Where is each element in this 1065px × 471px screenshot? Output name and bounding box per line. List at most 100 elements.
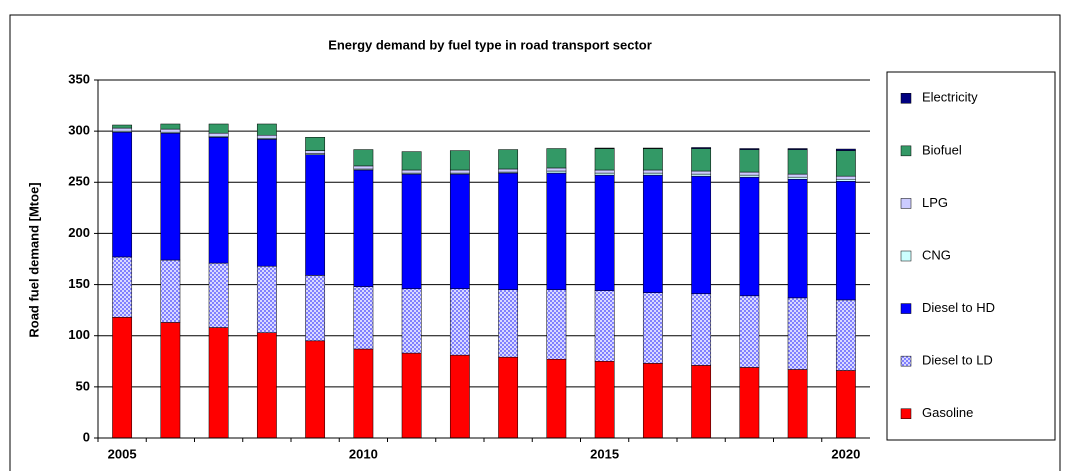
bar-segment [546,170,567,174]
bar-segment [160,322,181,439]
bar-segment [594,172,615,176]
bar-segment [305,154,326,276]
legend-swatch [900,198,912,209]
bar-segment [305,340,326,439]
y-tick-label: 50 [76,378,90,393]
bar-segment [498,149,519,170]
legend-label: CNG [922,247,951,262]
y-axis-title: Road fuel demand [Mtoe] [26,182,41,337]
y-tick-label: 100 [68,327,90,342]
bar-segment [739,367,760,439]
bar-segment [256,265,277,333]
bar-segment [835,370,856,439]
bar-segment [642,148,663,171]
bar-segment [498,168,519,173]
bar-segment [256,332,277,439]
chart-frame [9,14,1061,471]
bar-segment [546,358,567,439]
x-tick-label: 2020 [831,446,860,461]
legend-swatch [900,93,912,104]
legend-label: Electricity [922,90,978,105]
y-tick-label: 250 [68,174,90,189]
bar-segment [691,148,712,172]
bar-segment [208,123,229,134]
bar-segment [594,290,615,362]
bar-segment [642,292,663,364]
bar-segment [787,173,808,178]
bar-segment [691,293,712,366]
y-tick-label: 150 [68,276,90,291]
bar-segment [498,172,519,290]
y-tick-label: 200 [68,225,90,240]
bar-segment [835,148,856,151]
bar-segment [594,361,615,439]
bar-segment [208,137,229,264]
bar-segment [256,123,277,136]
legend-box [886,71,1056,441]
bar-segment [691,170,712,175]
bar-segment [160,259,181,323]
bar-segment [401,288,422,354]
bar-segment [739,176,760,297]
bar-segment [787,148,808,150]
bar-segment [739,149,760,173]
bar-segment [401,173,422,289]
x-tick-label: 2015 [590,446,619,461]
bar-segment [449,173,470,289]
x-tick-label: 2005 [108,446,137,461]
bar-segment [112,131,133,258]
x-tick-label: 2010 [349,446,378,461]
bar-segment [546,167,567,172]
bar-segment [208,327,229,439]
legend-swatch [900,303,912,314]
bar-segment [739,171,760,176]
bar-segment [305,137,326,151]
bar-segment [160,132,181,261]
bar-segment [594,147,615,149]
bar-segment [787,369,808,439]
bar-segment [353,165,374,170]
chart-title: Energy demand by fuel type in road trans… [328,37,652,52]
bar-segment [112,127,133,132]
bar-segment [787,149,808,175]
bar-segment [305,275,326,342]
legend-label: Diesel to HD [922,300,995,315]
bar-segment [835,175,856,180]
y-tick-label: 300 [68,123,90,138]
legend-label: Biofuel [922,142,962,157]
bar-segment [546,148,567,169]
bar-segment [835,150,856,177]
bar-segment [739,174,760,178]
bar-segment [835,181,856,301]
legend-label: Diesel to LD [922,353,993,368]
bar-segment [594,174,615,291]
bar-segment [546,289,567,360]
bar-segment [546,172,567,290]
bar-segment [498,289,519,358]
bar-segment [691,147,712,149]
bar-segment [449,288,470,356]
bar-segment [401,169,422,174]
bar-segment [642,174,663,294]
bar-segment [642,147,663,149]
bar-segment [642,172,663,176]
bar-segment [160,128,181,133]
bar-segment [305,150,326,154]
legend-swatch [900,355,912,367]
bar-segment [594,169,615,174]
bar-segment [112,317,133,439]
legend-label: LPG [922,195,948,210]
bar-segment [787,176,808,180]
bar-segment [353,169,374,287]
bar-segment [449,169,470,174]
bar-segment [835,178,856,182]
bar-segment [594,148,615,171]
legend-swatch [900,250,912,262]
bar-segment [401,352,422,439]
bar-segment [353,149,374,167]
bar-segment [835,299,856,371]
legend-swatch [900,408,912,419]
bar-segment [449,150,470,171]
bar-segment [739,148,760,150]
